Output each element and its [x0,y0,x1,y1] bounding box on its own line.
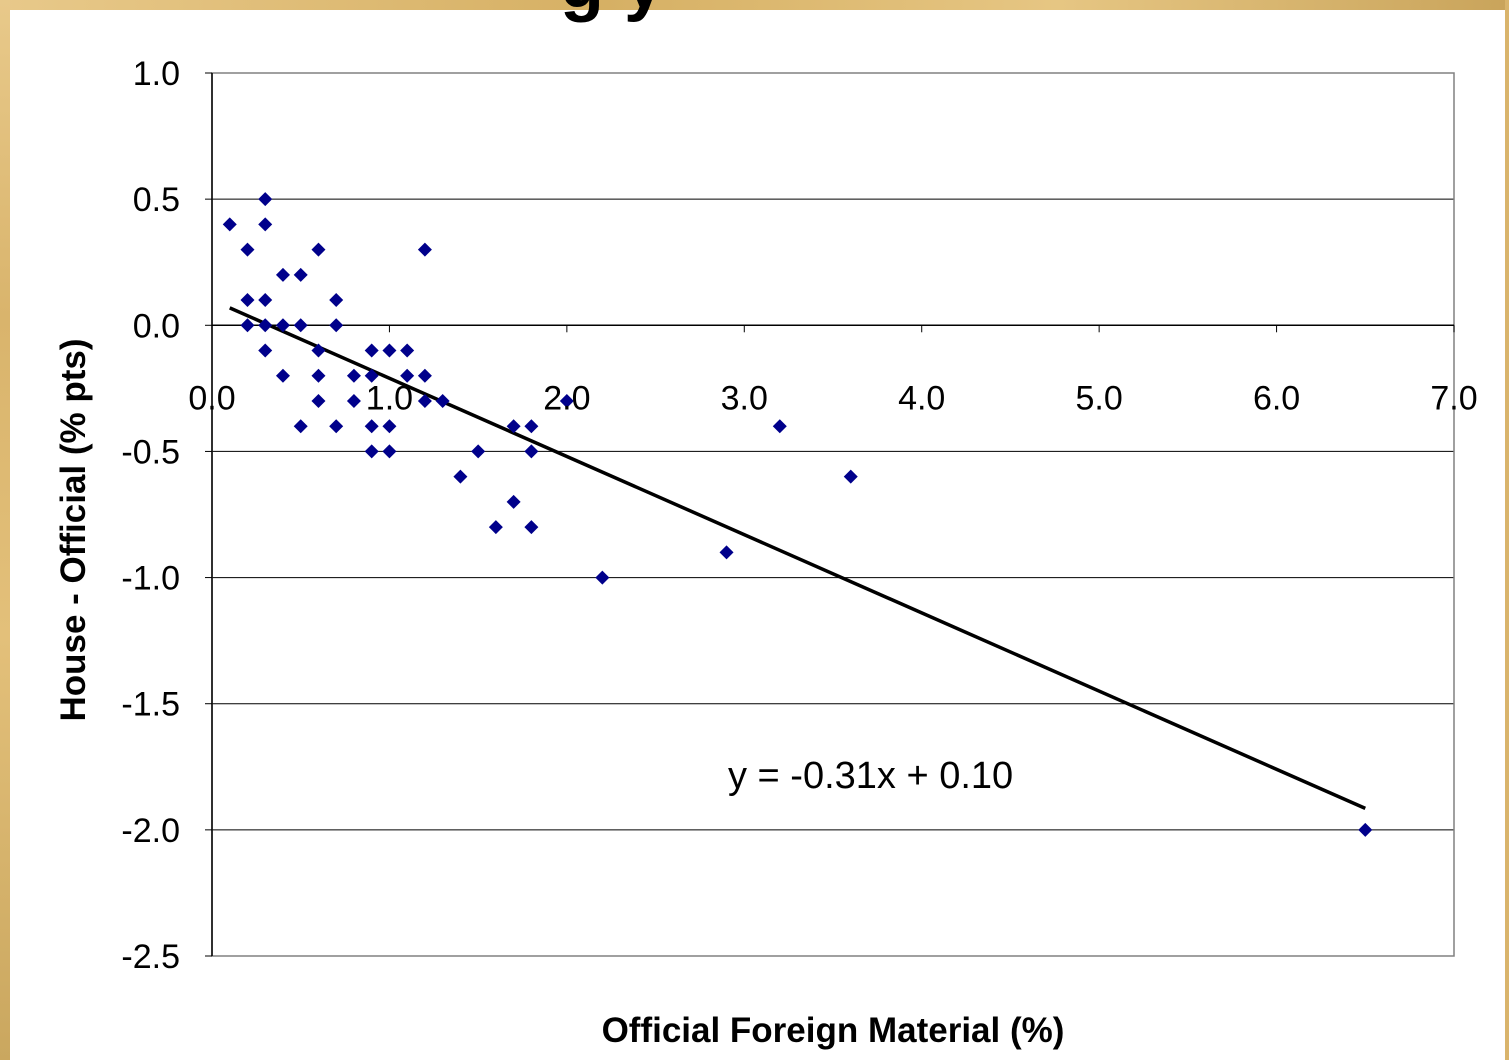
data-point [400,343,415,358]
data-point [346,393,361,408]
y-tick-label: -2.0 [121,812,180,850]
trendline-layer [229,306,1366,811]
decorative-left-border [0,0,10,1060]
data-point [311,242,326,257]
data-point [311,393,326,408]
data-point [346,368,361,383]
data-point [240,242,255,257]
decorative-top-border [0,0,1509,10]
data-point [559,393,574,408]
x-tick-labels: 0.0 1.0 2.0 3.0 4.0 5.0 6.0 7.0 [188,379,1477,417]
data-point [311,368,326,383]
data-points [222,192,1373,837]
data-point [240,318,255,333]
data-point [364,368,379,383]
slide-title-fragment: g y [560,0,664,24]
data-point [524,419,539,434]
data-point [364,444,379,459]
x-tick-label: 0.0 [188,379,235,417]
data-point [311,343,326,358]
y-axis-title: House - Official (% pts) [54,338,93,721]
data-point [524,444,539,459]
y-tick-label: -1.0 [121,560,180,598]
y-tick-label: -0.5 [121,433,180,471]
data-point [258,217,273,232]
x-tick-label: 1.0 [366,379,413,417]
data-point [364,419,379,434]
data-point [275,318,290,333]
data-point [471,444,486,459]
data-point [506,419,521,434]
data-point [417,242,432,257]
data-point [435,393,450,408]
x-tick-label: 3.0 [721,379,768,417]
data-point [329,293,344,308]
y-tick-label: -1.5 [121,686,180,724]
x-tick-label: 5.0 [1076,379,1123,417]
data-point [417,393,432,408]
data-point [382,444,397,459]
data-point [222,217,237,232]
data-point [488,520,503,535]
data-point [293,419,308,434]
data-point [240,293,255,308]
data-point [719,545,734,560]
y-tick-label: 0.5 [133,181,180,219]
gridlines [212,72,1454,957]
data-point [258,293,273,308]
data-point [258,192,273,207]
trendline [229,306,1366,811]
y-tick-label: 0.0 [133,307,180,345]
data-point [364,343,379,358]
data-point [275,368,290,383]
y-tick-label: 1.0 [133,55,180,93]
data-point [400,368,415,383]
decorative-right-border [1505,0,1509,1060]
data-point [524,520,539,535]
data-point [293,267,308,282]
data-point [417,368,432,383]
data-point [453,469,468,484]
axes [205,72,1455,957]
data-point [258,318,273,333]
data-point [843,469,858,484]
data-point [329,419,344,434]
data-point [772,419,787,434]
x-tick-label: 4.0 [898,379,945,417]
data-point [595,570,610,585]
x-tick-label: 2.0 [543,379,590,417]
x-axis-title: Official Foreign Material (%) [602,1011,1065,1050]
data-point [1358,822,1373,837]
data-point [293,318,308,333]
y-tick-label: -2.5 [121,938,180,976]
x-tick-label: 7.0 [1430,379,1477,417]
data-point [506,494,521,509]
data-point [382,419,397,434]
data-point [258,343,273,358]
data-point [329,318,344,333]
plot-area-border [211,72,1455,957]
x-tick-label: 6.0 [1253,379,1300,417]
data-point [382,343,397,358]
data-point [275,267,290,282]
y-tick-labels: 1.0 0.5 0.0 -0.5 -1.0 -1.5 -2.0 -2.5 [121,55,180,976]
trendline-equation: y = -0.31x + 0.10 [728,755,1013,797]
